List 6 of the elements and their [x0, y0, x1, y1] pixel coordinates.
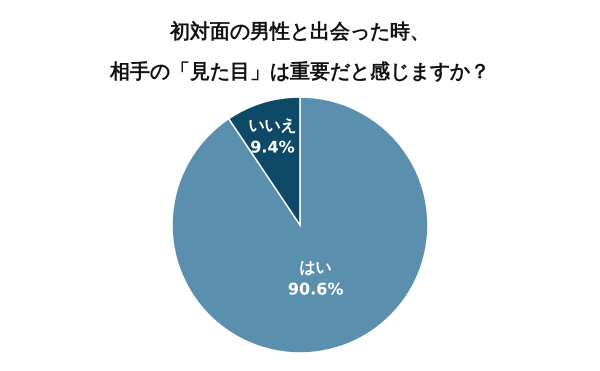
slice-label: いいえ: [248, 115, 296, 134]
chart-title: 初対面の男性と出会った時、相手の「見た目」は重要だと感じますか？: [109, 19, 490, 83]
pie-slice: [171, 96, 429, 354]
data-label: 9.4%: [250, 137, 295, 156]
data-label: 90.6%: [288, 279, 344, 298]
slice-label: はい: [300, 257, 332, 276]
